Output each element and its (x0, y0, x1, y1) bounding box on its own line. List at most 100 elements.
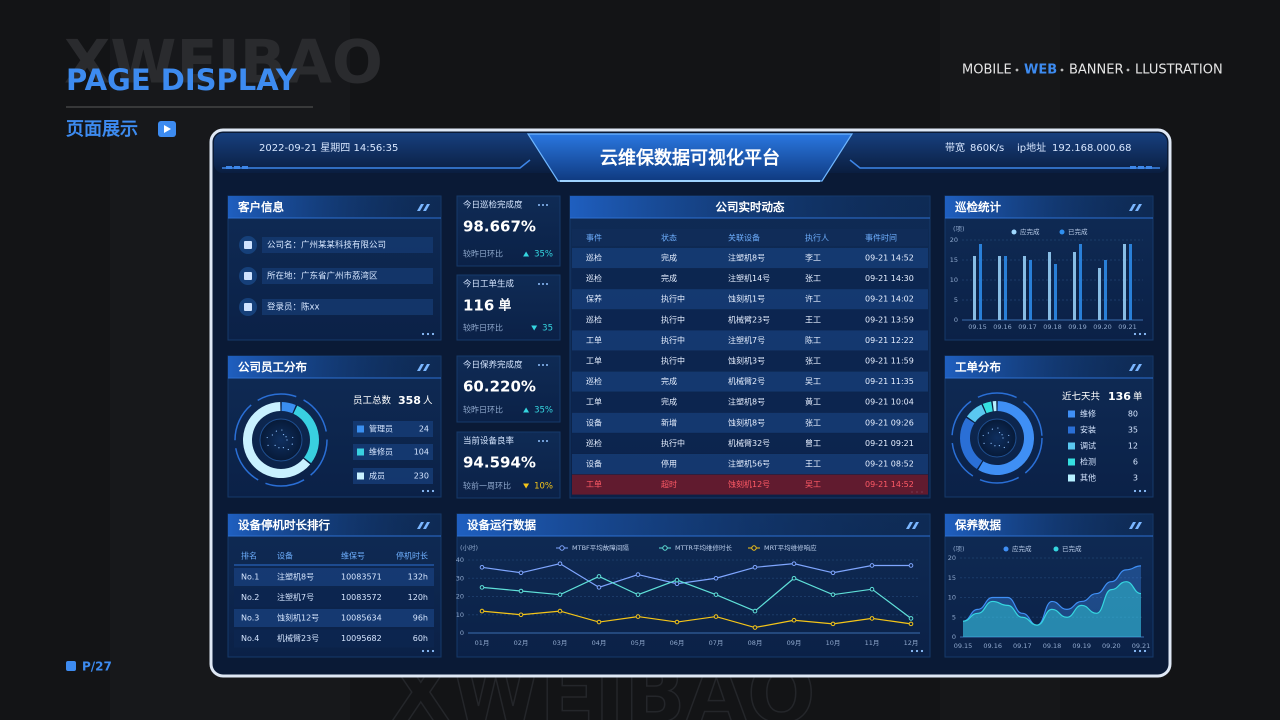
table-cell: 10095682 (341, 634, 382, 643)
line-point (518, 570, 524, 576)
table-cell: 设备 (586, 417, 602, 427)
deco-dot (426, 649, 430, 653)
table-row-bg (234, 568, 434, 586)
core-dot (271, 434, 273, 436)
panel-title: 公司员工分布 (238, 360, 307, 374)
y-tick-label: 0 (460, 629, 464, 637)
panel-title-bar (457, 514, 930, 536)
table-header: 状态 (661, 233, 677, 243)
x-tick-label: 11月 (865, 639, 880, 647)
kpi-change: 35 (542, 324, 553, 334)
table-header: 停机时长 (396, 551, 428, 561)
table-cell: 完成 (661, 376, 677, 386)
table-row-bg (572, 248, 928, 268)
y-tick-label: 0 (954, 316, 958, 324)
ip-label: ip地址 (1017, 141, 1046, 154)
area-outline (962, 565, 1142, 626)
table-row-bg (572, 433, 928, 454)
line-point (713, 614, 719, 619)
core-dot (997, 427, 999, 429)
line-point (752, 625, 758, 630)
table-header: 事件 (586, 233, 602, 243)
table-cell: 10083572 (341, 593, 382, 602)
kpi-value: 94.594% (463, 454, 536, 472)
line-point (752, 608, 758, 614)
panel-title: 设备停机时长排行 (238, 518, 330, 532)
row-bg (262, 299, 433, 315)
table-cell: 吴工 (805, 377, 821, 386)
deco-dot (1143, 649, 1147, 653)
x-tick-label: 07月 (709, 639, 724, 647)
table-row-bg (234, 588, 434, 607)
header-deco (1146, 166, 1152, 169)
panel-title-bar (228, 196, 441, 218)
legend-swatch (357, 448, 364, 456)
x-tick-label: 09.18 (1043, 642, 1062, 650)
line-point (791, 561, 797, 566)
table-row-bg (572, 309, 928, 330)
table-cell: 陈工 (805, 335, 821, 345)
x-tick-label: 09.15 (968, 323, 987, 331)
bar (1079, 244, 1082, 320)
legend-value: 3 (1133, 474, 1138, 483)
deco-dot (421, 489, 425, 493)
legend-label: MRT平均维修响应 (764, 543, 817, 552)
total-label: 员工总数 (353, 395, 392, 407)
total-value: 358 (398, 394, 421, 407)
table-cell: 工单 (586, 335, 602, 345)
kpi-compare: 较昨日环比 (463, 249, 503, 259)
core-dot (1001, 434, 1003, 436)
kpi-title: 今日工单生成 (463, 279, 515, 290)
customer-info: 登录员：陈xx (267, 302, 320, 313)
core-dot (998, 445, 1000, 447)
table-cell: 60h (413, 634, 428, 643)
table-cell: 机械臂23号 (728, 314, 770, 324)
legend-swatch (1053, 546, 1059, 552)
x-tick-label: 02月 (514, 639, 529, 647)
core-dot (1008, 434, 1010, 437)
header-deco (1138, 166, 1144, 169)
x-tick-label: 09.19 (1072, 642, 1091, 650)
table-cell: 09-21 10:04 (865, 398, 914, 407)
table-cell: 132h (408, 573, 428, 582)
header-deco (234, 166, 240, 169)
core-dot (987, 432, 989, 434)
panel-title: 保养数据 (954, 518, 1001, 532)
nav-item[interactable]: MOBILE (962, 63, 1012, 78)
deco-dot (431, 649, 435, 653)
deco-dot (1133, 489, 1137, 493)
table-cell: 工单 (586, 356, 602, 366)
table-cell: 09-21 13:59 (865, 315, 914, 324)
header-deco (226, 166, 232, 169)
table-cell: 09-21 08:52 (865, 460, 914, 469)
bar (998, 256, 1001, 320)
deco-dot (421, 649, 425, 653)
donut-segment (978, 401, 1034, 475)
x-tick-label: 09.17 (1018, 323, 1037, 331)
table-cell: 09-21 14:30 (865, 274, 914, 283)
kpi-change: 35% (534, 250, 553, 260)
x-tick-label: 09.21 (1132, 642, 1151, 650)
table-cell: 工单 (586, 479, 602, 489)
donut-segment (982, 401, 993, 414)
x-tick-label: 09.15 (954, 642, 973, 650)
nav-item[interactable]: WEB (1024, 63, 1057, 78)
row-icon-glyph (244, 303, 252, 311)
table-cell: 新增 (661, 417, 677, 427)
panel-title-bar (570, 196, 930, 218)
table-cell: 09-21 09:26 (865, 418, 914, 427)
y-tick-label: 5 (954, 296, 958, 304)
nav-item[interactable]: LLUSTRATION (1135, 63, 1223, 78)
bar (1098, 268, 1101, 320)
table-cell: 注塑机8号 (728, 397, 765, 407)
line-point (479, 585, 485, 590)
y-tick-label: 20 (456, 593, 464, 601)
trend-arrow (531, 325, 538, 331)
kpi-compare: 较昨日环比 (463, 405, 503, 415)
legend-swatch (1068, 426, 1075, 434)
deco-dot (542, 440, 544, 442)
x-tick-label: 09月 (787, 639, 802, 647)
table-row-bg (572, 268, 928, 289)
y-tick-label: 0 (952, 633, 956, 641)
nav-item[interactable]: BANNER (1069, 63, 1124, 78)
